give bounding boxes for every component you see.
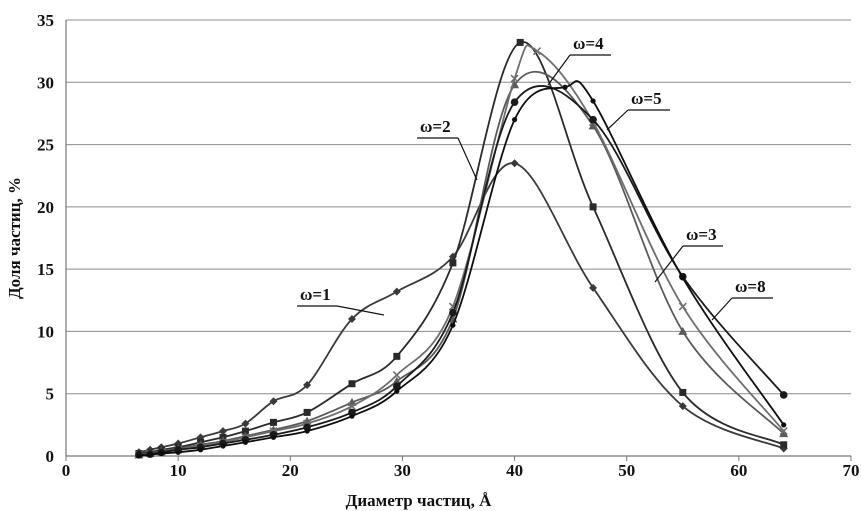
- series-2: [135, 38, 788, 458]
- x-tick-label: 30: [394, 461, 411, 480]
- data-point-4: [510, 74, 519, 83]
- y-tick-label: 15: [37, 260, 54, 279]
- series-1: [134, 159, 788, 457]
- y-tick-label: 5: [46, 385, 55, 404]
- data-point-4: [678, 302, 687, 311]
- data-point-5: [393, 382, 401, 391]
- data-point-2: [679, 388, 687, 396]
- tick-labels: 0 5 10 15 20 25 30 35 0 10 20 30 40 50 60 70: [37, 11, 860, 480]
- y-tick-label: 30: [37, 73, 54, 92]
- data-point-1: [269, 397, 278, 406]
- y-tick-label: 0: [46, 447, 55, 466]
- data-point-1: [303, 380, 312, 389]
- y-axis-title: Доля частиц, %: [5, 177, 24, 299]
- annotation-leader: [547, 54, 571, 86]
- data-point-2: [516, 38, 524, 46]
- annotation-label: ω=2: [420, 117, 451, 136]
- x-tick-label: 70: [843, 461, 860, 480]
- annotation-leader: [654, 245, 684, 283]
- gridlines: [66, 19, 851, 395]
- data-point-2: [303, 408, 311, 416]
- data-point-6: [680, 275, 686, 281]
- data-point-6: [590, 98, 596, 104]
- series-line-5: [138, 84, 785, 456]
- data-point-1: [589, 283, 598, 292]
- series-group: [134, 38, 789, 459]
- data-point-1: [678, 402, 687, 411]
- data-point-6: [781, 422, 787, 428]
- data-point-1: [241, 419, 250, 428]
- data-point-2: [589, 203, 597, 211]
- data-point-1: [347, 314, 356, 323]
- x-tick-label: 0: [62, 461, 71, 480]
- x-tick-label: 20: [282, 461, 299, 480]
- data-point-3: [678, 326, 688, 335]
- annotation-label: ω=8: [735, 277, 766, 296]
- data-point-2: [449, 259, 457, 267]
- data-point-4: [392, 370, 401, 380]
- series-4: [134, 44, 788, 459]
- y-tick-label: 10: [37, 322, 54, 341]
- x-tick-label: 10: [170, 461, 187, 480]
- annotation-label: ω=1: [300, 285, 331, 304]
- x-axis-title: Диаметр частиц, Å: [346, 491, 492, 510]
- data-point-2: [348, 380, 356, 388]
- data-point-5: [510, 98, 519, 107]
- data-point-6: [147, 452, 153, 458]
- y-tick-label: 35: [37, 11, 54, 30]
- y-tick-label: 25: [37, 136, 54, 155]
- data-point-6: [136, 453, 142, 459]
- annotation-leader: [606, 109, 629, 131]
- data-point-6: [175, 449, 181, 455]
- x-tick-label: 60: [730, 461, 747, 480]
- data-point-1: [219, 427, 227, 436]
- data-point-2: [241, 427, 249, 435]
- series-6: [136, 80, 787, 459]
- annotation-leader: [711, 297, 733, 321]
- series-line-2: [138, 41, 785, 455]
- data-point-3: [392, 376, 402, 385]
- x-tick-label: 40: [506, 461, 523, 480]
- data-point-1: [392, 287, 401, 296]
- data-point-6: [242, 439, 249, 445]
- data-point-6: [270, 434, 277, 440]
- data-point-6: [304, 428, 310, 434]
- series-line-6: [138, 80, 785, 457]
- annotation-label: ω=3: [686, 225, 717, 244]
- data-point-5: [303, 423, 311, 432]
- data-point-3: [779, 429, 789, 438]
- data-point-4: [532, 47, 542, 56]
- data-point-5: [589, 115, 597, 124]
- data-point-6: [394, 388, 400, 394]
- data-point-6: [220, 443, 226, 449]
- data-point-1: [510, 159, 519, 168]
- annotation-label: ω=4: [573, 34, 604, 53]
- x-tick-label: 50: [618, 461, 635, 480]
- data-point-6: [562, 84, 568, 90]
- data-point-6: [197, 447, 204, 453]
- data-point-5: [449, 308, 457, 317]
- annotation-leader: [457, 137, 478, 181]
- data-point-5: [779, 391, 788, 399]
- annotations: ω=1 ω=2 ω=4 ω=5 ω=3 ω=8: [297, 34, 773, 321]
- data-point-4: [779, 427, 788, 436]
- data-point-2: [393, 352, 401, 360]
- y-tick-label: 20: [37, 198, 54, 217]
- data-point-5: [348, 408, 356, 417]
- annotation-leader: [336, 305, 385, 316]
- annotation-label: ω=5: [631, 89, 662, 108]
- axes: [65, 20, 852, 461]
- data-point-6: [349, 413, 355, 419]
- data-point-2: [269, 418, 277, 426]
- data-point-2: [780, 441, 788, 449]
- data-point-6: [450, 322, 456, 328]
- data-point-6: [511, 117, 518, 123]
- series-5: [135, 84, 788, 459]
- data-point-4: [347, 402, 357, 411]
- data-point-6: [158, 450, 164, 457]
